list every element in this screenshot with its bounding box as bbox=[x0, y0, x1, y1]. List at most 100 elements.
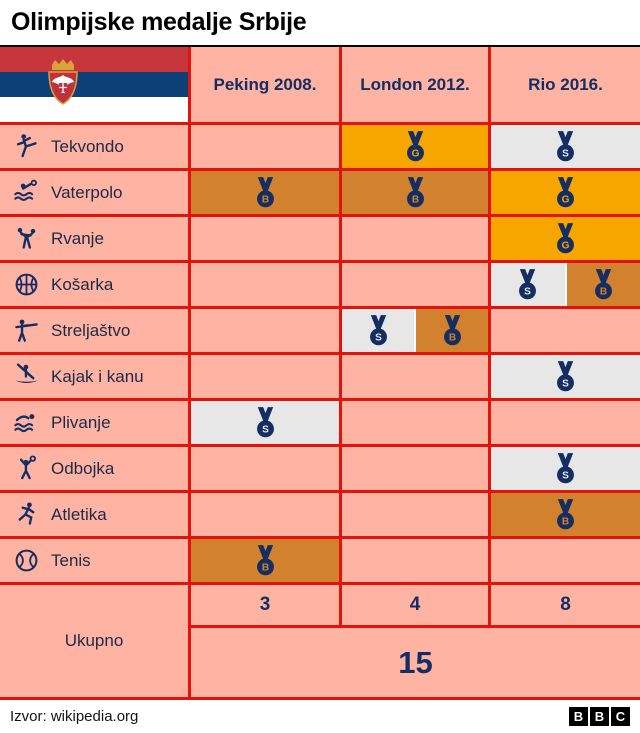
title-bar: Olimpijske medalje Srbije bbox=[0, 0, 640, 45]
bbc-logo-letter: C bbox=[611, 707, 630, 726]
swimming-icon bbox=[13, 409, 40, 436]
medal-half: B bbox=[416, 309, 488, 352]
column-header-london-2012: London 2012. bbox=[342, 47, 488, 122]
taekwondo-icon bbox=[13, 133, 40, 160]
waterpolo-icon bbox=[13, 179, 40, 206]
svg-text:S: S bbox=[562, 470, 569, 481]
bronze-medal-icon: B bbox=[256, 177, 274, 208]
sport-cell-tennis: Tenis bbox=[0, 539, 188, 582]
medal-half: S bbox=[342, 309, 414, 352]
bronze-medal-icon: B bbox=[443, 315, 461, 346]
silver-medal-icon: S bbox=[256, 407, 274, 438]
column-header-peking-2008: Peking 2008. bbox=[191, 47, 339, 122]
bbc-logo: B B C bbox=[569, 707, 630, 726]
volleyball-icon bbox=[13, 455, 40, 482]
medal-cell-empty bbox=[191, 447, 339, 490]
medal-cell-wrestling-2: G bbox=[491, 217, 640, 260]
column-header-rio-2016: Rio 2016. bbox=[491, 47, 640, 122]
medal-cell-taekwondo-2: S bbox=[491, 125, 640, 168]
medal-cell-tennis-0: B bbox=[191, 539, 339, 582]
bronze-medal-icon: B bbox=[406, 177, 424, 208]
svg-text:S: S bbox=[562, 148, 569, 159]
athletics-icon bbox=[13, 501, 40, 528]
sport-label: Vaterpolo bbox=[51, 182, 123, 202]
serbia-coat-of-arms bbox=[48, 59, 78, 105]
medal-cell-volleyball-2: S bbox=[491, 447, 640, 490]
medal-cell-waterpolo-1: B bbox=[342, 171, 488, 214]
medal-cell-empty bbox=[342, 355, 488, 398]
serbia-flag-image bbox=[0, 47, 188, 122]
gold-medal-icon: G bbox=[557, 177, 574, 208]
medal-cell-empty bbox=[191, 493, 339, 536]
svg-text:B: B bbox=[562, 516, 569, 527]
sport-label: Plivanje bbox=[51, 412, 111, 432]
medal-cell-empty bbox=[191, 217, 339, 260]
sport-label: Odbojka bbox=[51, 458, 115, 478]
totals-label: Ukupno bbox=[0, 585, 188, 697]
sport-label: Atletika bbox=[51, 504, 107, 524]
medal-cell-taekwondo-1: G bbox=[342, 125, 488, 168]
basketball-icon bbox=[13, 271, 40, 298]
sport-cell-volleyball: Odbojka bbox=[0, 447, 188, 490]
sport-cell-wrestling: Rvanje bbox=[0, 217, 188, 260]
bronze-medal-icon: B bbox=[256, 545, 274, 576]
bbc-logo-letter: B bbox=[590, 707, 609, 726]
sport-cell-canoe: Kajak i kanu bbox=[0, 355, 188, 398]
serbia-flag bbox=[0, 47, 188, 122]
sport-cell-taekwondo: Tekvondo bbox=[0, 125, 188, 168]
wrestling-icon bbox=[13, 225, 40, 252]
medal-cell-empty bbox=[191, 355, 339, 398]
svg-text:B: B bbox=[411, 194, 418, 205]
svg-text:B: B bbox=[261, 562, 268, 573]
medal-cell-canoe-2: S bbox=[491, 355, 640, 398]
svg-text:S: S bbox=[262, 424, 269, 435]
svg-text:G: G bbox=[562, 194, 570, 205]
medal-cell-empty bbox=[191, 309, 339, 352]
medal-cell-empty bbox=[342, 401, 488, 444]
medal-cell-empty bbox=[342, 447, 488, 490]
medal-cell-waterpolo-0: B bbox=[191, 171, 339, 214]
medal-cell-empty bbox=[342, 493, 488, 536]
sport-cell-waterpolo: Vaterpolo bbox=[0, 171, 188, 214]
total-rio-2016: 8 bbox=[491, 585, 640, 625]
medal-cell-empty bbox=[491, 539, 640, 582]
page-title: Olimpijske medalje Srbije bbox=[11, 8, 307, 36]
medal-cell-swimming-0: S bbox=[191, 401, 339, 444]
sport-cell-shooting: Streljaštvo bbox=[0, 309, 188, 352]
bronze-medal-icon: B bbox=[557, 499, 574, 530]
svg-text:G: G bbox=[411, 148, 419, 159]
total-london-2012: 4 bbox=[342, 585, 488, 625]
tennis-icon bbox=[13, 547, 40, 574]
sport-label: Rvanje bbox=[51, 228, 104, 248]
medal-cell-empty bbox=[191, 263, 339, 306]
svg-text:S: S bbox=[524, 286, 531, 297]
medal-cell-waterpolo-2: G bbox=[491, 171, 640, 214]
bronze-medal-icon: B bbox=[594, 269, 612, 300]
svg-text:S: S bbox=[562, 378, 569, 389]
sport-label: Tekvondo bbox=[51, 136, 124, 156]
sport-cell-basketball: Košarka bbox=[0, 263, 188, 306]
sport-cell-swimming: Plivanje bbox=[0, 401, 188, 444]
medal-cell-athletics-2: B bbox=[491, 493, 640, 536]
source-text: Izvor: wikipedia.org bbox=[10, 708, 139, 725]
medal-cell-empty bbox=[342, 539, 488, 582]
total-peking-2008: 3 bbox=[191, 585, 339, 625]
medal-cell-empty bbox=[491, 401, 640, 444]
medal-cell-empty bbox=[342, 217, 488, 260]
svg-text:B: B bbox=[600, 286, 607, 297]
medal-cell-empty bbox=[342, 263, 488, 306]
gold-medal-icon: G bbox=[406, 131, 424, 162]
silver-medal-icon: S bbox=[557, 361, 574, 392]
silver-medal-icon: S bbox=[557, 131, 574, 162]
bbc-logo-letter: B bbox=[569, 707, 588, 726]
sport-label: Tenis bbox=[51, 550, 91, 570]
medal-cell-empty bbox=[191, 125, 339, 168]
medal-cell-empty bbox=[491, 309, 640, 352]
svg-text:B: B bbox=[448, 332, 455, 343]
silver-medal-icon: S bbox=[369, 315, 387, 346]
svg-text:G: G bbox=[562, 240, 570, 251]
shooting-icon bbox=[13, 317, 40, 344]
